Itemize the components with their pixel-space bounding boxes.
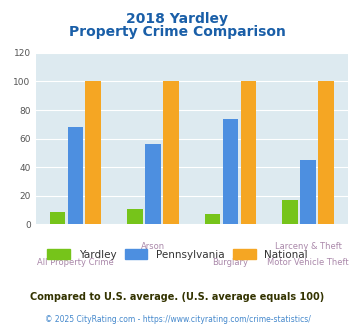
Bar — [283, 200, 298, 224]
Bar — [67, 127, 83, 224]
Text: © 2025 CityRating.com - https://www.cityrating.com/crime-statistics/: © 2025 CityRating.com - https://www.city… — [45, 315, 310, 324]
Bar — [163, 82, 179, 224]
Bar — [223, 118, 238, 224]
Bar — [241, 82, 256, 224]
Text: Property Crime Comparison: Property Crime Comparison — [69, 25, 286, 39]
Text: Burglary: Burglary — [213, 258, 248, 267]
Text: Compared to U.S. average. (U.S. average equals 100): Compared to U.S. average. (U.S. average … — [31, 292, 324, 302]
Bar — [300, 160, 316, 224]
Text: 2018 Yardley: 2018 Yardley — [126, 12, 229, 25]
Bar — [205, 214, 220, 224]
Text: All Property Crime: All Property Crime — [37, 258, 114, 267]
Text: Larceny & Theft: Larceny & Theft — [275, 243, 342, 251]
Bar — [145, 144, 161, 224]
Text: Arson: Arson — [141, 243, 165, 251]
Legend: Yardley, Pennsylvania, National: Yardley, Pennsylvania, National — [43, 245, 312, 264]
Text: Motor Vehicle Theft: Motor Vehicle Theft — [267, 258, 349, 267]
Bar — [50, 212, 65, 224]
Bar — [86, 82, 101, 224]
Bar — [318, 82, 334, 224]
Bar — [127, 209, 143, 224]
